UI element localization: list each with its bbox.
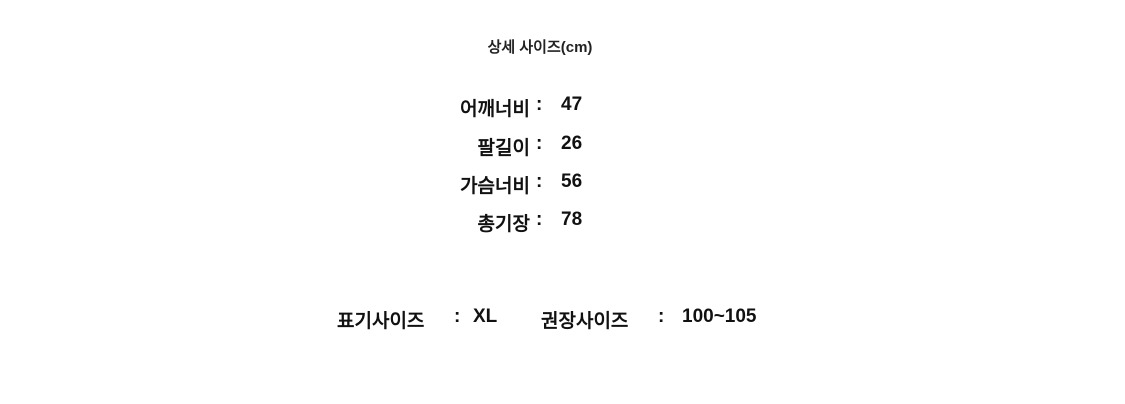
recommended-size-value: 100~105 (682, 306, 757, 327)
measurement-value: 26 (561, 133, 583, 154)
recommended-size-label: 권장사이즈 (541, 311, 629, 332)
measurement-value: 78 (561, 209, 583, 230)
measurement-row: 팔길이 : 26 (0, 133, 1125, 159)
separator: : (536, 209, 543, 230)
measurement-value: 47 (561, 94, 583, 115)
measurement-label: 가슴너비 (460, 176, 530, 197)
separator: : (536, 171, 543, 192)
separator: : (658, 306, 665, 327)
separator: : (536, 94, 543, 115)
measurement-label: 팔길이 (477, 138, 530, 159)
separator: : (536, 133, 543, 154)
measurement-row: 가슴너비 : 56 (0, 171, 1125, 197)
measurement-value: 56 (561, 171, 583, 192)
size-detail-title: 상세 사이즈(cm) (487, 39, 593, 56)
separator: : (454, 306, 461, 327)
measurement-label: 어깨너비 (460, 99, 530, 120)
measurement-row: 어깨너비 : 47 (0, 94, 1125, 120)
measurement-row: 총기장 : 78 (0, 209, 1125, 235)
measurement-label: 총기장 (477, 214, 530, 235)
label-size-label: 표기사이즈 (337, 311, 425, 332)
label-size-value: XL (473, 306, 498, 327)
